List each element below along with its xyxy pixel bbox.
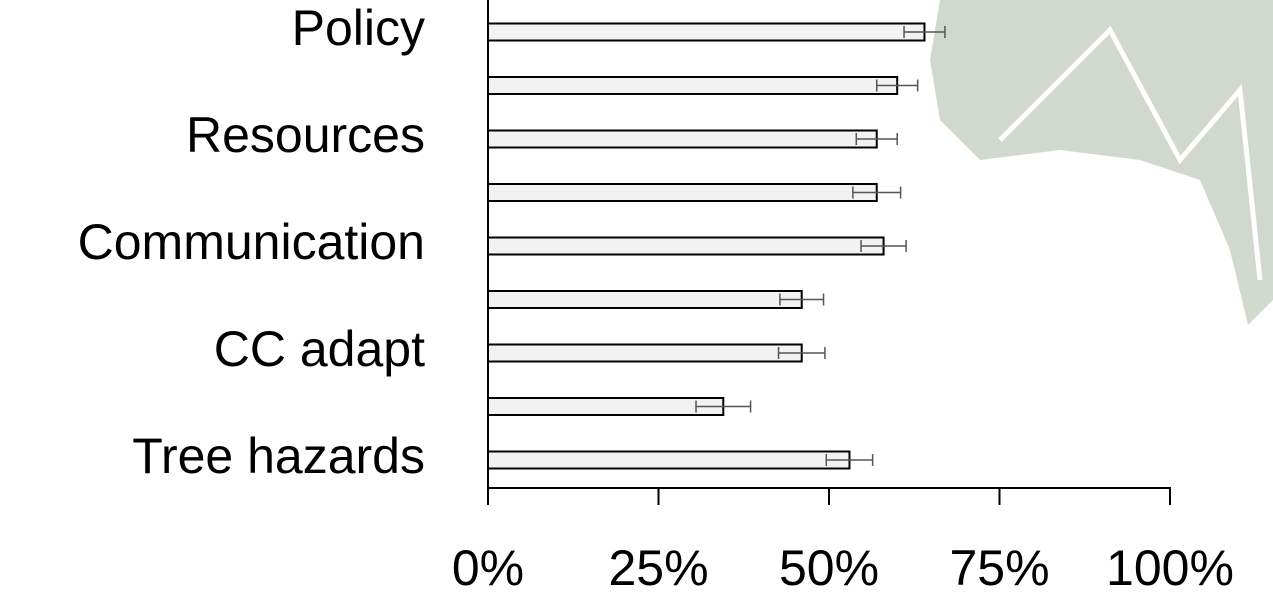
y-tick-label: Tree hazards <box>132 428 425 484</box>
background-leaf <box>930 0 1273 325</box>
x-tick-label: 100% <box>1106 540 1234 594</box>
bar <box>487 236 885 256</box>
y-tick-label: Communication <box>78 214 425 270</box>
y-tick-label: CC adapt <box>214 321 425 377</box>
bar <box>487 129 878 149</box>
bar <box>487 290 803 309</box>
bar <box>487 183 878 202</box>
y-tick-label: Resources <box>186 107 425 163</box>
bar <box>487 397 725 416</box>
y-tick-label: Policy <box>292 0 425 56</box>
bar <box>487 76 899 95</box>
bar <box>487 22 926 42</box>
leaf-shape <box>930 0 1273 325</box>
x-tick-label: 50% <box>779 540 879 594</box>
x-tick-label: 75% <box>949 540 1049 594</box>
bar <box>487 343 803 363</box>
bar <box>487 450 851 470</box>
x-tick-label: 25% <box>608 540 708 594</box>
x-tick-label: 0% <box>452 540 524 594</box>
leaf-veins <box>998 25 1263 281</box>
